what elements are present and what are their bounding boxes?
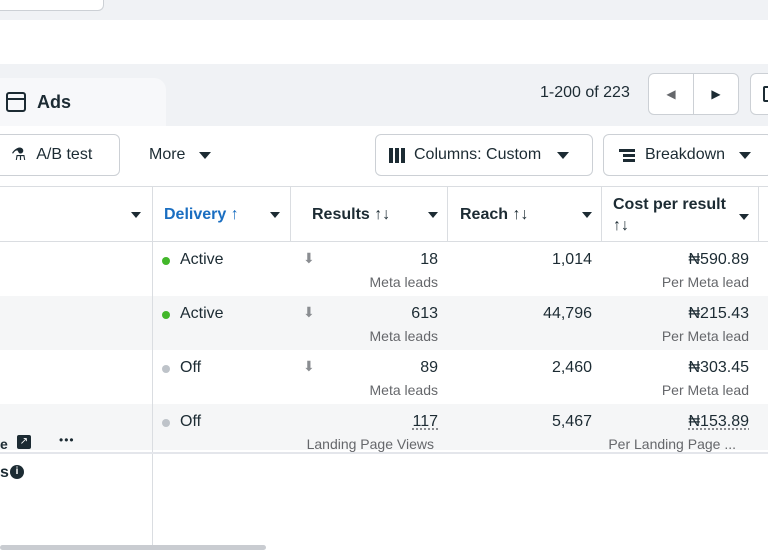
cost-header-sort: ↑↓ (613, 216, 629, 234)
ad-window-icon (6, 92, 26, 112)
table-row[interactable]: e ↗ ••• Off 117 Landing Page Views 5,467… (0, 404, 768, 452)
cost-value: ₦303.45 (688, 359, 750, 376)
table-row[interactable]: Off ⬇ 89 Meta leads 2,460 ₦303.45 Per Me… (0, 350, 768, 404)
cost-value: ₦215.43 (688, 305, 750, 322)
delivery-status: Off (180, 359, 202, 376)
cost-value: ₦590.89 (688, 251, 750, 268)
column-header-name[interactable] (0, 187, 152, 242)
toolbar: ⚗ A/B test More Columns: Custom Breakdow… (0, 126, 768, 186)
caret-down-icon (131, 212, 141, 218)
cost-type: Per Landing Page ... (608, 436, 736, 452)
ab-test-button[interactable]: ⚗ A/B test (0, 134, 120, 176)
delivery-header-label: Delivery ↑ (164, 205, 239, 223)
more-label: More (149, 146, 186, 163)
chevron-left-icon: ◀ (666, 87, 676, 101)
results-value: 18 (420, 251, 438, 268)
column-header-results[interactable]: Results ↑↓ (312, 187, 447, 242)
caret-down-icon (557, 151, 570, 159)
reach-header-label: Reach ↑↓ (460, 205, 529, 223)
column-header-reach[interactable]: Reach ↑↓ (460, 187, 601, 242)
horizontal-scrollbar[interactable] (0, 545, 266, 550)
cost-type: Per Meta lead (661, 274, 749, 290)
reach-value: 2,460 (551, 359, 592, 376)
column-divider (601, 187, 602, 242)
view-toggle-button[interactable] (750, 73, 768, 115)
cost-header-label: Cost per result (613, 195, 726, 213)
pagination-range: 1-200 of 223 (540, 84, 630, 101)
caret-down-icon (428, 212, 438, 218)
download-icon[interactable]: ⬇ (303, 304, 315, 320)
status-dot-off (162, 365, 170, 373)
table-row[interactable]: Active ⬇ 18 Meta leads 1,014 ₦590.89 Per… (0, 242, 768, 296)
caret-down-icon (199, 151, 212, 159)
caret-down-icon (582, 212, 592, 218)
delivery-status: Off (180, 413, 202, 430)
reach-value: 5,467 (551, 413, 592, 430)
download-icon[interactable]: ⬇ (303, 358, 315, 374)
results-type: Meta leads (369, 328, 438, 344)
columns-icon (389, 147, 405, 163)
cost-type: Per Meta lead (661, 382, 749, 398)
results-header-label: Results ↑↓ (312, 205, 391, 223)
results-value: 89 (420, 359, 438, 376)
results-type: Meta leads (369, 274, 438, 290)
column-divider (152, 242, 153, 452)
previous-page-button[interactable]: ◀ (648, 73, 694, 115)
columns-label: Columns: Custom (414, 146, 542, 163)
column-header-cost-per-result[interactable]: Cost per result ↑↓ (613, 187, 758, 242)
table-header: Delivery ↑ Results ↑↓ Reach ↑↓ Cost per … (0, 186, 768, 242)
breakdown-button[interactable]: Breakdown (603, 134, 768, 176)
ab-test-label: A/B test (36, 146, 93, 163)
caret-down-icon (739, 151, 752, 159)
summary-partial-label: s (0, 464, 9, 481)
row-more-options-button[interactable]: ••• (59, 433, 75, 447)
column-divider (290, 187, 291, 242)
column-divider (152, 454, 153, 550)
top-input-stub[interactable] (0, 0, 104, 11)
column-divider (447, 187, 448, 242)
table-row[interactable]: Active ⬇ 613 Meta leads 44,796 ₦215.43 P… (0, 296, 768, 350)
results-type: Meta leads (369, 382, 438, 398)
reach-value: 44,796 (543, 305, 592, 322)
results-value[interactable]: 117 (412, 413, 438, 430)
results-type: Landing Page Views (306, 436, 434, 452)
table-summary-area: s i (0, 452, 768, 550)
caret-down-icon (739, 214, 749, 220)
status-dot-off (162, 419, 170, 427)
status-dot-active (162, 257, 170, 265)
header-area (0, 20, 768, 64)
delivery-status: Active (180, 251, 224, 268)
tab-ads[interactable]: Ads (0, 78, 166, 126)
open-external-icon[interactable]: ↗ (17, 435, 31, 449)
next-page-button[interactable]: ▶ (693, 73, 739, 115)
download-icon[interactable]: ⬇ (303, 250, 315, 266)
chevron-right-icon: ▶ (711, 87, 721, 101)
more-button[interactable]: More (134, 134, 226, 176)
column-divider (758, 187, 759, 242)
breakdown-icon (619, 148, 635, 162)
partial-link-icon[interactable]: e (0, 436, 8, 452)
results-value: 613 (411, 305, 438, 322)
top-bar (0, 0, 768, 20)
column-divider (152, 187, 153, 242)
cost-value[interactable]: ₦153.89 (688, 413, 750, 430)
info-icon[interactable]: i (10, 465, 24, 479)
column-header-delivery[interactable]: Delivery ↑ (164, 187, 290, 242)
reach-value: 1,014 (551, 251, 592, 268)
columns-button[interactable]: Columns: Custom (375, 134, 593, 176)
panel-icon (763, 86, 768, 102)
flask-icon: ⚗ (11, 145, 27, 164)
cost-type: Per Meta lead (661, 328, 749, 344)
delivery-status: Active (180, 305, 224, 322)
tab-ads-label: Ads (37, 91, 72, 112)
breakdown-label: Breakdown (645, 146, 726, 163)
caret-down-icon (270, 212, 280, 218)
status-dot-active (162, 311, 170, 319)
ads-table: Delivery ↑ Results ↑↓ Reach ↑↓ Cost per … (0, 186, 768, 452)
